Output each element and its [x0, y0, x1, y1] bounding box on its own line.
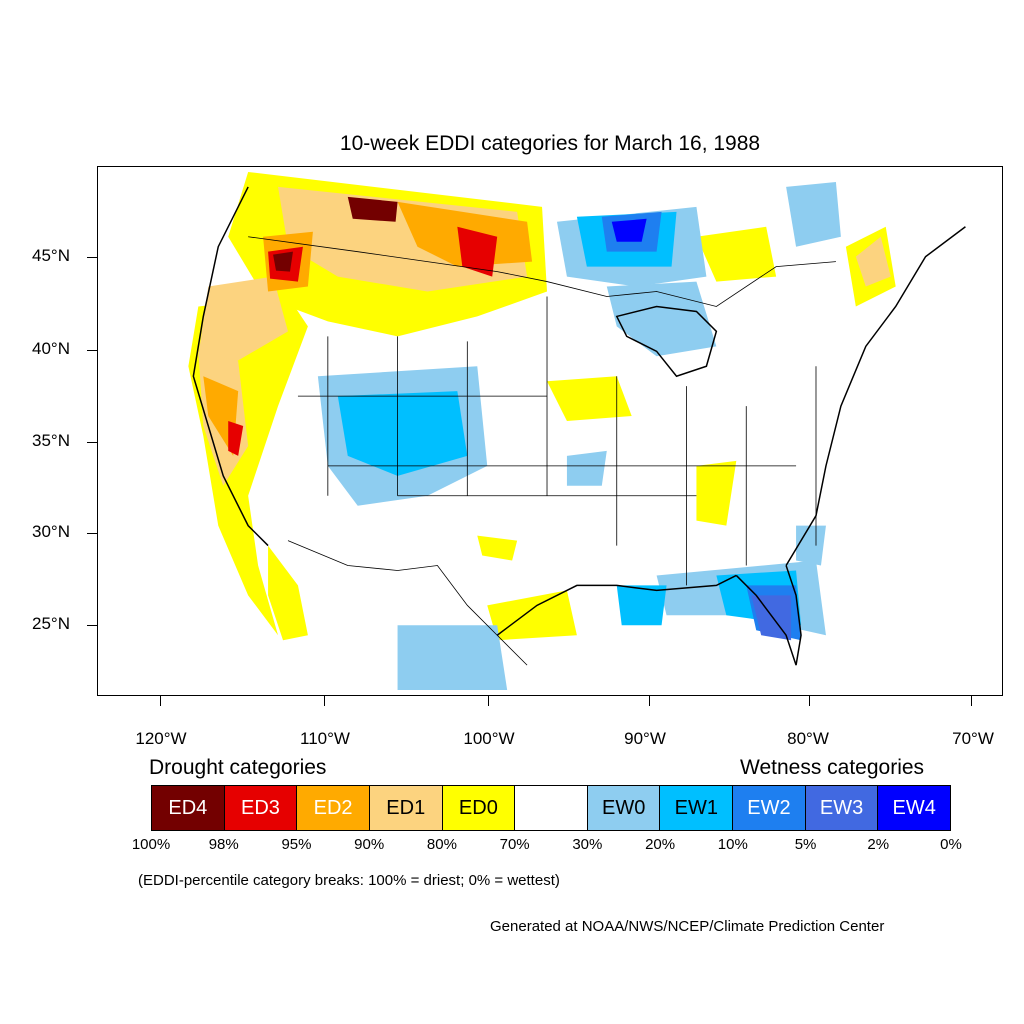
ew0-mexico — [397, 625, 508, 691]
break-label: 5% — [794, 836, 817, 853]
ed0-midwest — [547, 376, 632, 422]
break-label: 2% — [867, 836, 890, 853]
legend-cell-ew3: EW3 — [805, 786, 879, 830]
map-title: 10-week EDDI categories for March 16, 19… — [339, 132, 761, 155]
lat-tick — [87, 625, 97, 626]
break-label: 80% — [426, 836, 457, 853]
ed0-ohio-valley — [696, 460, 737, 526]
lat-label-40: 40°N — [32, 339, 70, 358]
lon-tick — [324, 696, 325, 706]
legend-cell-ew4: EW4 — [878, 786, 951, 830]
gulf-coastline — [496, 574, 737, 636]
category-legend-bar: ED4 ED3 ED2 ED1 ED0 EW0 EW1 EW2 EW3 EW4 — [151, 785, 951, 831]
break-label: 90% — [354, 836, 385, 853]
ew1-gulf-coast — [616, 585, 667, 626]
ew4-minnesota — [611, 218, 647, 242]
lat-tick — [87, 442, 97, 443]
break-label: 100% — [131, 836, 171, 853]
lon-label-120w: 120°W — [135, 729, 187, 748]
ew0-missouri — [566, 450, 607, 486]
lon-tick — [649, 696, 650, 706]
state-lines — [297, 296, 817, 586]
lon-tick — [809, 696, 810, 706]
lon-tick — [971, 696, 972, 706]
ed1-maine-coast — [855, 236, 891, 287]
break-label: 30% — [572, 836, 603, 853]
wetness-ew4-areas — [611, 218, 647, 242]
wetness-categories-title: Wetness categories — [740, 756, 925, 779]
break-label: 70% — [499, 836, 530, 853]
lat-label-45: 45°N — [32, 246, 70, 265]
canada-border — [248, 236, 836, 307]
break-label: 0% — [940, 836, 962, 853]
lat-label-25: 25°N — [32, 614, 70, 633]
coastline — [192, 186, 966, 666]
ew0-northeast — [786, 181, 841, 247]
legend-cell-ew1: EW1 — [660, 786, 734, 830]
lat-tick — [87, 350, 97, 351]
ew0-mid-atlantic — [796, 525, 826, 566]
break-label: 10% — [717, 836, 748, 853]
lon-label-100w: 100°W — [463, 729, 515, 748]
ed3-montana — [457, 226, 498, 277]
lon-tick — [488, 696, 489, 706]
category-breaks-note: (EDDI-percentile category breaks: 100% =… — [138, 872, 560, 889]
break-label: 95% — [281, 836, 312, 853]
drought-ed4-areas — [273, 196, 398, 272]
legend-cell-ed3: ED3 — [224, 786, 298, 830]
ew1-colorado — [337, 391, 468, 476]
state-boundaries — [248, 236, 836, 666]
legend-cell-ed1: ED1 — [369, 786, 443, 830]
lat-label-30: 30°N — [32, 522, 70, 541]
credit-line: Generated at NOAA/NWS/NCEP/Climate Predi… — [490, 918, 885, 935]
lon-label-110w: 110°W — [300, 729, 350, 748]
eddi-map — [188, 171, 966, 691]
ed0-northeast — [696, 226, 777, 282]
map-panel — [97, 166, 1003, 696]
legend-cell-normal — [515, 786, 588, 830]
atlantic-coastline — [785, 226, 966, 566]
pacific-coastline — [192, 186, 269, 547]
ew0-great-lakes — [606, 281, 717, 357]
lon-label-70w: 70°W — [952, 729, 994, 748]
great-lakes-outline — [615, 305, 718, 378]
legend-cell-ew0: EW0 — [587, 786, 661, 830]
ed4-idaho — [273, 251, 293, 272]
drought-categories-title: Drought categories — [149, 756, 327, 779]
legend-cell-ed4: ED4 — [152, 786, 225, 830]
ed0-oklahoma — [477, 535, 518, 561]
lat-label-35: 35°N — [32, 431, 70, 450]
mexico-border — [287, 540, 528, 666]
lon-label-90w: 90°W — [624, 729, 666, 748]
ed0-nw-mexico — [268, 545, 308, 641]
legend-cell-ew2: EW2 — [733, 786, 806, 830]
lat-tick — [87, 257, 97, 258]
lat-tick — [87, 533, 97, 534]
lon-tick — [160, 696, 161, 706]
break-label: 98% — [208, 836, 239, 853]
ed3-california — [228, 421, 244, 456]
ed1-pacific-nw — [198, 276, 288, 367]
break-label: 20% — [645, 836, 676, 853]
legend-cell-ed0: ED0 — [442, 786, 516, 830]
ed0-gulf-texas — [487, 590, 577, 641]
legend-cell-ed2: ED2 — [297, 786, 370, 830]
florida-coastline — [735, 565, 802, 666]
ed4-montana — [347, 196, 398, 222]
lon-label-80w: 80°W — [787, 729, 829, 748]
